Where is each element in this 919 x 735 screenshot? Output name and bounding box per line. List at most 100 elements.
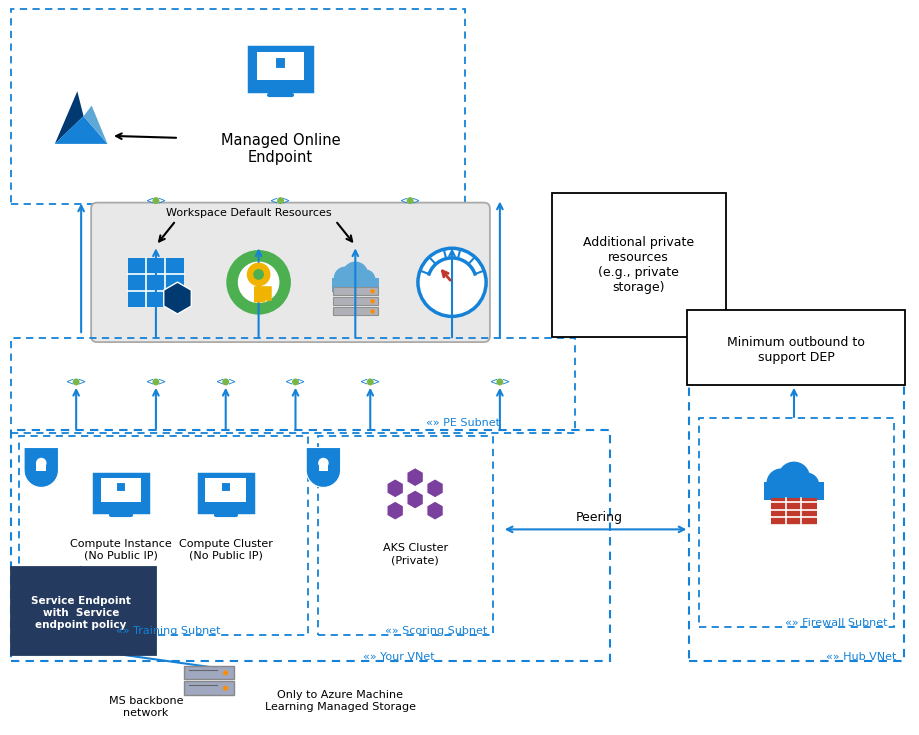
Text: <: < — [360, 377, 369, 387]
Text: «» Scoring Subnet: «» Scoring Subnet — [385, 626, 487, 636]
FancyBboxPatch shape — [91, 203, 490, 342]
Circle shape — [766, 468, 796, 498]
Bar — [332, 278, 379, 293]
Text: Compute Instance
(No Public IP): Compute Instance (No Public IP) — [70, 539, 172, 560]
Circle shape — [223, 670, 228, 675]
Circle shape — [418, 248, 486, 316]
Circle shape — [222, 379, 229, 385]
Text: >: > — [158, 196, 166, 206]
Text: AKS Cluster
(Private): AKS Cluster (Private) — [382, 543, 448, 565]
Text: <: < — [146, 196, 154, 206]
Polygon shape — [407, 467, 424, 487]
Polygon shape — [55, 91, 84, 144]
Polygon shape — [24, 448, 59, 487]
Circle shape — [238, 262, 279, 303]
Polygon shape — [426, 501, 443, 520]
Polygon shape — [387, 501, 403, 520]
Circle shape — [356, 270, 376, 290]
Text: <: < — [286, 377, 293, 387]
FancyBboxPatch shape — [249, 47, 312, 91]
Circle shape — [370, 299, 375, 304]
Bar — [116, 482, 126, 492]
Bar — [765, 482, 823, 500]
Text: Managed Online
Endpoint: Managed Online Endpoint — [221, 132, 340, 165]
Bar — [318, 436, 493, 635]
Circle shape — [277, 197, 284, 204]
Polygon shape — [164, 282, 191, 314]
Polygon shape — [426, 478, 443, 498]
Text: >: > — [298, 377, 305, 387]
Text: «» Firewall Subnet: «» Firewall Subnet — [785, 618, 888, 628]
Circle shape — [496, 379, 504, 385]
Text: <: < — [66, 377, 74, 387]
Text: MS backbone
network: MS backbone network — [108, 696, 183, 717]
Text: >: > — [502, 377, 510, 387]
Text: <: < — [400, 196, 408, 206]
Bar — [333, 298, 378, 305]
Text: >: > — [372, 377, 380, 387]
Bar — [11, 567, 156, 655]
Polygon shape — [306, 448, 341, 487]
Bar — [333, 287, 378, 295]
Bar — [689, 382, 903, 661]
Bar — [101, 478, 142, 503]
Circle shape — [334, 267, 357, 290]
Bar — [221, 482, 231, 492]
Text: <: < — [216, 377, 224, 387]
Text: «» PE Subnet: «» PE Subnet — [425, 417, 500, 428]
Text: Workspace Default Resources: Workspace Default Resources — [165, 207, 332, 218]
Bar — [11, 430, 609, 661]
Text: <: < — [146, 377, 154, 387]
Text: >: > — [282, 196, 290, 206]
Circle shape — [226, 250, 291, 315]
Bar — [37, 463, 46, 471]
Bar — [11, 10, 465, 204]
Text: Service Endpoint
with  Service
endpoint policy: Service Endpoint with Service endpoint p… — [31, 597, 131, 630]
Polygon shape — [387, 478, 403, 498]
Bar — [257, 52, 304, 80]
Bar — [11, 338, 574, 433]
Circle shape — [778, 462, 810, 494]
Text: <: < — [490, 377, 498, 387]
Bar — [319, 463, 328, 471]
Bar — [699, 417, 893, 627]
Text: >: > — [158, 377, 166, 387]
Text: >: > — [228, 377, 236, 387]
Circle shape — [223, 686, 228, 691]
FancyBboxPatch shape — [199, 474, 253, 512]
Text: «» Hub VNet: «» Hub VNet — [826, 652, 897, 662]
Bar — [19, 436, 309, 635]
Circle shape — [36, 458, 47, 468]
Text: Only to Azure Machine
Learning Managed Storage: Only to Azure Machine Learning Managed S… — [265, 690, 416, 711]
Circle shape — [367, 379, 374, 385]
Text: Additional private
resources
(e.g., private
storage): Additional private resources (e.g., priv… — [583, 237, 694, 295]
Bar — [184, 681, 233, 695]
Text: Peering: Peering — [576, 511, 623, 524]
Polygon shape — [55, 116, 108, 144]
Circle shape — [794, 473, 819, 498]
Circle shape — [370, 309, 375, 314]
Bar — [184, 666, 233, 679]
Circle shape — [292, 379, 299, 385]
Polygon shape — [84, 106, 108, 144]
Text: Minimum outbound to
support DEP: Minimum outbound to support DEP — [727, 336, 865, 364]
Bar — [333, 307, 378, 315]
Bar — [128, 258, 185, 307]
Bar — [551, 193, 726, 337]
Bar — [687, 310, 904, 385]
Text: >: > — [78, 377, 86, 387]
Polygon shape — [407, 490, 424, 509]
Bar — [206, 478, 246, 503]
FancyBboxPatch shape — [94, 474, 148, 512]
Text: >: > — [412, 196, 420, 206]
Bar — [275, 57, 287, 68]
Circle shape — [247, 262, 270, 286]
Circle shape — [370, 289, 375, 293]
Circle shape — [254, 269, 264, 280]
Circle shape — [153, 379, 159, 385]
Bar — [771, 498, 817, 526]
Text: «» Your VNet: «» Your VNet — [363, 652, 435, 662]
Circle shape — [343, 262, 369, 287]
Text: «» Training Subnet: «» Training Subnet — [116, 626, 221, 636]
Text: Compute Cluster
(No Public IP): Compute Cluster (No Public IP) — [179, 539, 273, 560]
